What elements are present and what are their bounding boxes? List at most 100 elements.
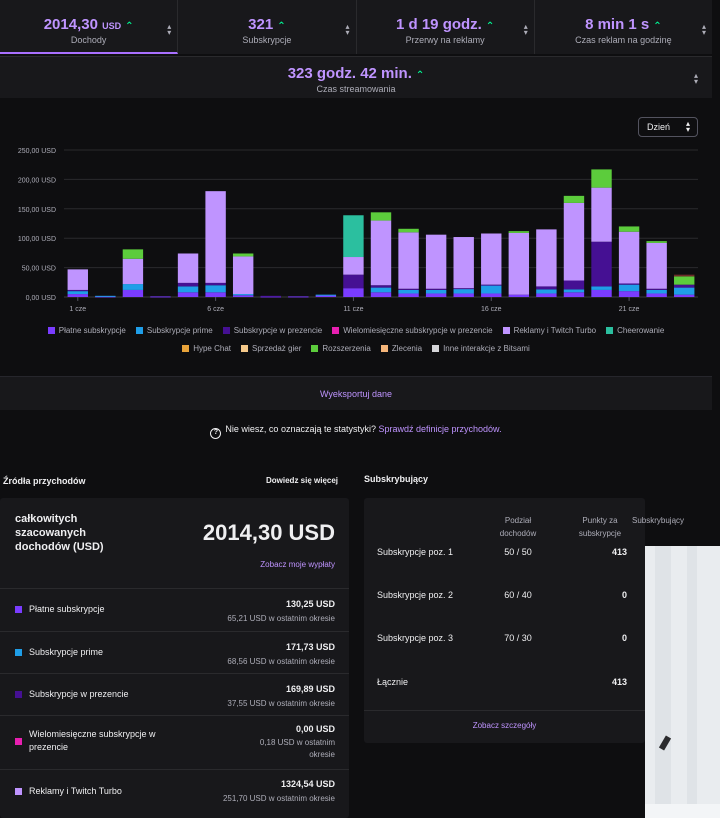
bar-segment <box>674 274 695 277</box>
stat-tab-revenue[interactable]: 2014,30 USD ⌃ Dochody ▴ ▾ <box>0 0 179 54</box>
legend-label: Rozszerzenia <box>322 344 371 353</box>
sort-icon[interactable]: ▴ ▾ <box>693 71 698 86</box>
bar-segment <box>563 195 585 203</box>
total-revenue-label: całkowitych szacowanych dochodów (USD) <box>15 513 104 553</box>
bar-segment <box>95 295 116 297</box>
export-data-button[interactable]: Wyeksportuj dane <box>0 376 712 410</box>
stat-unit: USD <box>102 21 122 31</box>
x-tick-label: 21 cze <box>619 306 640 313</box>
legend-item[interactable]: Inne interakcje z Bitsami <box>432 344 530 353</box>
help-line: ? Nie wiesz, co oznaczają te statystyki? … <box>0 424 712 439</box>
legend-swatch <box>332 327 340 334</box>
bar-segment <box>563 202 585 281</box>
bar-segment <box>232 295 254 297</box>
bar-segment <box>481 284 502 286</box>
tier-name: Subskrypcje poz. 1 <box>377 547 454 557</box>
legend-item[interactable]: Rozszerzenia <box>311 344 371 353</box>
trend-up-icon: ⌃ <box>653 21 662 32</box>
stat-tab-ad-breaks[interactable]: 1 d 19 godz. ⌃ Przerwy na reklamy ▴ ▾ <box>357 0 535 54</box>
stat-label: Czas reklam na godzinę <box>575 35 672 45</box>
bar-segment <box>453 288 474 290</box>
view-details-link[interactable]: Zobacz szczegóły <box>364 710 645 743</box>
bar-segment <box>646 289 667 294</box>
stat-tab-stream-time[interactable]: 323 godz. 42 min. ⌃ Czas streamowania ▴ ▾ <box>0 56 712 98</box>
tier-split: 60 / 40 <box>504 590 532 600</box>
bar-segment <box>232 294 254 296</box>
stat-label: Przerwy na reklamy <box>405 35 485 45</box>
bar-segment <box>370 212 392 221</box>
bar-segment <box>453 288 474 294</box>
sort-icon[interactable]: ▴ ▾ <box>701 22 706 37</box>
tier-split: 70 / 30 <box>504 633 532 643</box>
y-tick-label: 150,00 USD <box>18 207 56 214</box>
sort-icon[interactable]: ▴ ▾ <box>167 22 172 37</box>
bar-segment <box>95 296 116 298</box>
bar-segment <box>536 293 557 297</box>
learn-more-link[interactable]: Dowiedz się więcej <box>266 476 339 485</box>
revenue-recent: 65,21 USD w ostatnim okresie <box>227 614 335 623</box>
tier-split: 50 / 50 <box>504 547 532 557</box>
header-revenue-split: Podział dochodów <box>499 516 537 538</box>
legend-item[interactable]: Subskrypcje prime <box>135 326 213 335</box>
legend-item[interactable]: Wielomiesięczne subskrypcje w prezencie <box>332 326 493 335</box>
stat-value: 323 godz. 42 min. <box>287 65 412 82</box>
bar-segment <box>646 241 667 243</box>
sort-icon[interactable]: ▴ ▾ <box>523 22 528 37</box>
sort-icon[interactable]: ▴ ▾ <box>345 22 350 37</box>
total-revenue-value: 2014,30 USD <box>202 520 335 545</box>
stat-value: 1 d 19 godz. <box>396 16 482 33</box>
revenue-recent: 68,56 USD w ostatnim okresie <box>227 657 335 666</box>
bar-segment <box>536 286 557 290</box>
bar-segment <box>122 284 144 290</box>
bar-segment <box>398 228 419 233</box>
legend-label: Reklamy i Twitch Turbo <box>513 326 597 335</box>
legend-swatch <box>15 691 22 698</box>
tier-points: 0 <box>621 590 627 600</box>
bar-segment <box>67 269 88 290</box>
overlapping-window <box>645 546 720 818</box>
legend-swatch <box>182 345 190 352</box>
bar-segment <box>646 242 667 289</box>
bar-segment <box>370 292 392 297</box>
revenue-amount: 1324,54 USD <box>280 779 335 789</box>
bar-segment <box>674 276 695 285</box>
bar-segment <box>177 292 199 297</box>
legend-swatch <box>15 606 22 613</box>
total-label: Łącznie <box>377 677 409 687</box>
legend-item[interactable]: Cheerowanie <box>606 326 664 335</box>
legend-item[interactable]: Zlecenia <box>380 344 422 353</box>
bar-segment <box>508 231 530 233</box>
revenue-definitions-link[interactable]: Sprawdź definicje przychodów. <box>378 424 502 434</box>
legend-label: Sprzedaż gier <box>252 344 302 353</box>
bar-segment <box>425 293 447 297</box>
header-subscribers: Subskrybujący <box>632 516 685 525</box>
y-tick-label: 50,00 USD <box>22 266 56 273</box>
bar-segment <box>205 285 226 293</box>
legend-item[interactable]: Subskrypcje w prezencie <box>222 326 322 335</box>
legend-swatch <box>135 327 143 334</box>
bar-segment <box>67 291 88 295</box>
tier-name: Subskrypcje poz. 3 <box>377 633 454 643</box>
legend-item[interactable]: Reklamy i Twitch Turbo <box>502 326 597 335</box>
bar-segment <box>536 229 557 287</box>
revenue-recent: 0,18 USD w ostatnim okresie <box>259 738 335 759</box>
view-payouts-link[interactable]: Zobacz moje wypłaty <box>260 560 335 569</box>
bar-segment <box>177 286 199 293</box>
bar-segment <box>591 241 612 287</box>
trend-up-icon: ⌃ <box>125 21 134 32</box>
bar-segment <box>563 292 585 297</box>
range-select[interactable]: Dzień ▴ ▾ <box>638 117 698 137</box>
chart-legend: Płatne subskrypcje Subskrypcje prime Subsk… <box>0 326 712 362</box>
tier-name: Subskrypcje poz. 2 <box>377 590 454 600</box>
bar-segment <box>205 282 226 286</box>
bar-segment <box>398 293 419 297</box>
stat-tab-subscriptions[interactable]: 321 ⌃ Subskrypcje ▴ ▾ <box>178 0 357 54</box>
legend-item[interactable]: Sprzedaż gier <box>241 344 301 353</box>
bar-segment <box>122 258 144 285</box>
stat-tab-ad-time-per-hour[interactable]: 8 min 1 s ⌃ Czas reklam na godzinę ▴ ▾ <box>535 0 712 54</box>
trend-up-icon: ⌃ <box>415 70 425 81</box>
legend-item[interactable]: Płatne subskrypcje <box>47 326 126 335</box>
bar-segment <box>536 289 557 294</box>
bar-segment <box>67 294 88 297</box>
legend-item[interactable]: Hype Chat <box>182 344 231 353</box>
